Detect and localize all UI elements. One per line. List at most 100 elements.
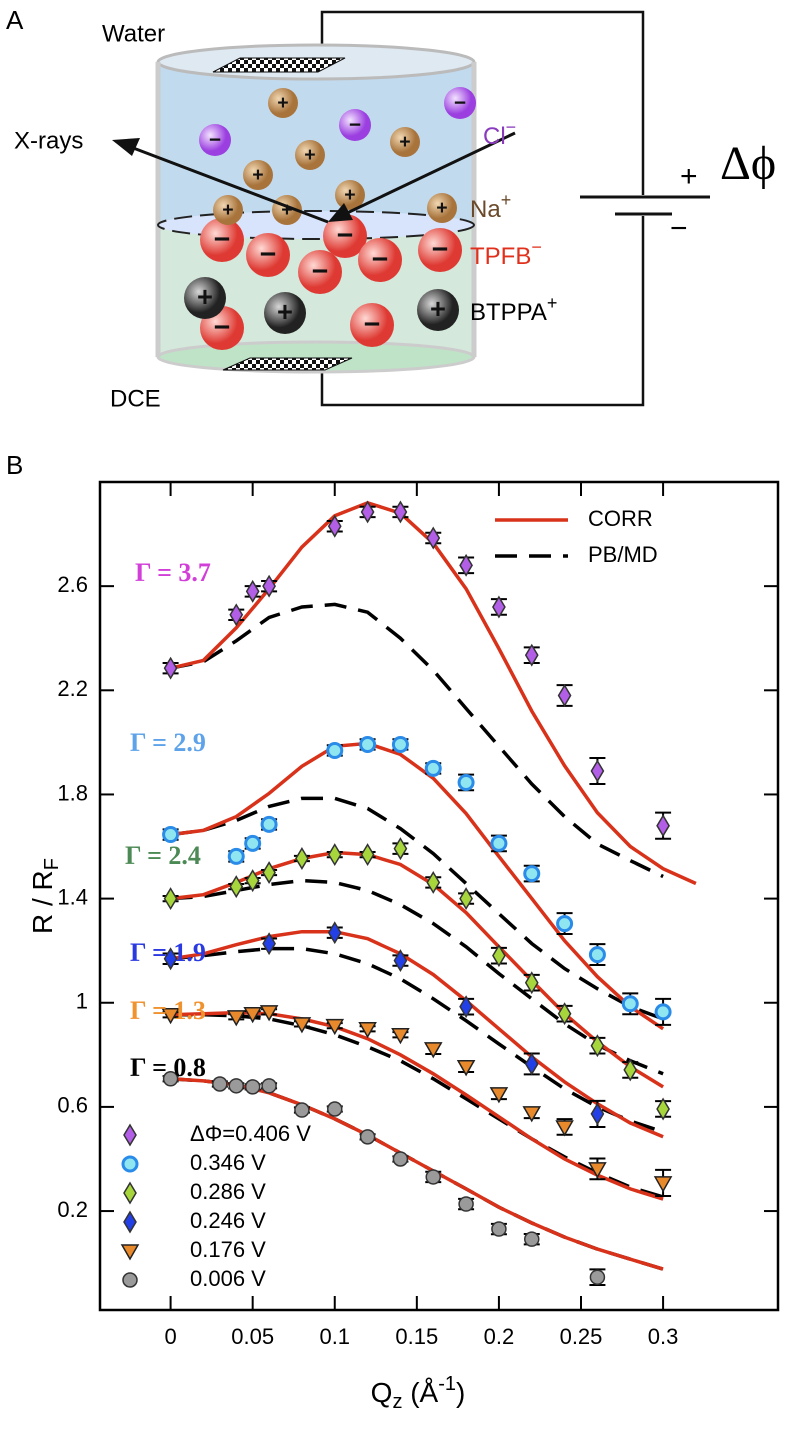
point <box>656 814 670 838</box>
y-tick-label: 1.4 <box>57 884 88 909</box>
y-tick-label: 0.2 <box>57 1197 88 1222</box>
point <box>163 947 178 971</box>
ion-sign: − <box>312 256 329 288</box>
plot-frame <box>98 480 780 1312</box>
btppa-text: BTPPA <box>470 299 547 326</box>
point <box>326 741 344 759</box>
point <box>327 921 342 945</box>
cl-label: Cl− <box>483 117 516 151</box>
point <box>588 1162 607 1179</box>
potential-label: Δϕ <box>720 137 776 190</box>
ion-sign: − <box>214 312 231 344</box>
tpfb-label: TPFB− <box>470 237 542 271</box>
point <box>621 995 639 1013</box>
point <box>161 1007 180 1025</box>
point <box>522 1106 542 1123</box>
ion <box>200 218 244 262</box>
ion-sign: + <box>222 199 233 221</box>
point <box>393 949 408 973</box>
battery-minus: − <box>670 212 688 245</box>
point <box>359 735 377 753</box>
point <box>262 861 276 885</box>
plot-content <box>161 500 697 1286</box>
y-axis-label: R / RF <box>27 858 63 934</box>
point <box>359 1129 376 1145</box>
model-curve <box>170 946 664 1134</box>
gamma-label: Γ = 1.3 <box>130 996 206 1025</box>
y-label-main: R / R <box>27 870 58 934</box>
y-label-sub: F <box>41 858 63 870</box>
point <box>358 1022 377 1039</box>
legend-label: ΔΦ=0.406 V <box>190 1121 311 1146</box>
point <box>589 1269 606 1285</box>
legend-label: 0.346 V <box>190 1150 266 1175</box>
legend-label: 0.176 V <box>190 1237 266 1262</box>
model-curve <box>170 796 664 1021</box>
model-curve <box>170 602 664 879</box>
arrow-head <box>328 203 353 222</box>
cl-charge: − <box>506 117 517 137</box>
na-text: Na <box>470 196 501 223</box>
ion-sign: + <box>277 92 288 114</box>
point <box>590 759 605 783</box>
point <box>162 826 180 844</box>
gamma-label: Γ = 2.9 <box>130 728 206 757</box>
btppa-label: BTPPA+ <box>470 293 557 327</box>
point <box>393 500 408 524</box>
ion <box>417 289 459 331</box>
ion-sign: − <box>337 220 354 252</box>
point <box>229 875 244 899</box>
point <box>459 995 473 1019</box>
ion <box>184 277 226 319</box>
legend-label: PB/MD <box>588 542 658 567</box>
ion-sign: + <box>430 293 446 324</box>
point <box>245 869 260 893</box>
x-tick-label: 0.25 <box>560 1324 603 1349</box>
point <box>360 843 375 867</box>
point <box>588 946 606 964</box>
point <box>424 759 442 777</box>
ion-sign: − <box>209 129 221 152</box>
y-tick-label: 1 <box>76 989 88 1014</box>
point <box>524 971 539 995</box>
point <box>654 1003 672 1021</box>
x-label-unit: (Å <box>402 1377 438 1408</box>
ion <box>268 88 298 118</box>
point <box>426 871 441 894</box>
point <box>327 1101 343 1117</box>
point <box>163 656 178 680</box>
ion-sign: + <box>436 197 447 219</box>
point <box>226 1010 246 1027</box>
cl-text: Cl <box>483 123 506 150</box>
ion-sign: + <box>252 164 263 186</box>
ion-sign: + <box>281 199 292 221</box>
electrode <box>222 357 353 371</box>
point <box>425 1169 442 1185</box>
point <box>262 574 276 598</box>
point <box>392 1151 409 1167</box>
point <box>524 1231 540 1247</box>
point <box>262 932 276 956</box>
point <box>457 773 475 791</box>
ion <box>298 250 342 294</box>
x-tick-label: 0 <box>164 1324 176 1349</box>
point <box>391 1028 410 1045</box>
point <box>122 1272 138 1288</box>
y-tick-label: 2.2 <box>57 676 88 701</box>
point <box>294 1102 310 1118</box>
point <box>123 1123 137 1147</box>
ion <box>390 127 420 157</box>
point <box>228 1078 245 1094</box>
ion <box>323 214 367 258</box>
point <box>489 1087 509 1104</box>
legend-label: 0.286 V <box>190 1179 266 1204</box>
point <box>557 1002 572 1026</box>
point <box>227 847 245 865</box>
model-curve <box>170 929 664 1139</box>
point <box>456 1060 476 1077</box>
point <box>393 837 408 861</box>
point <box>426 526 441 550</box>
ion-sign: + <box>304 144 315 166</box>
point <box>295 847 309 870</box>
ion <box>339 109 371 141</box>
